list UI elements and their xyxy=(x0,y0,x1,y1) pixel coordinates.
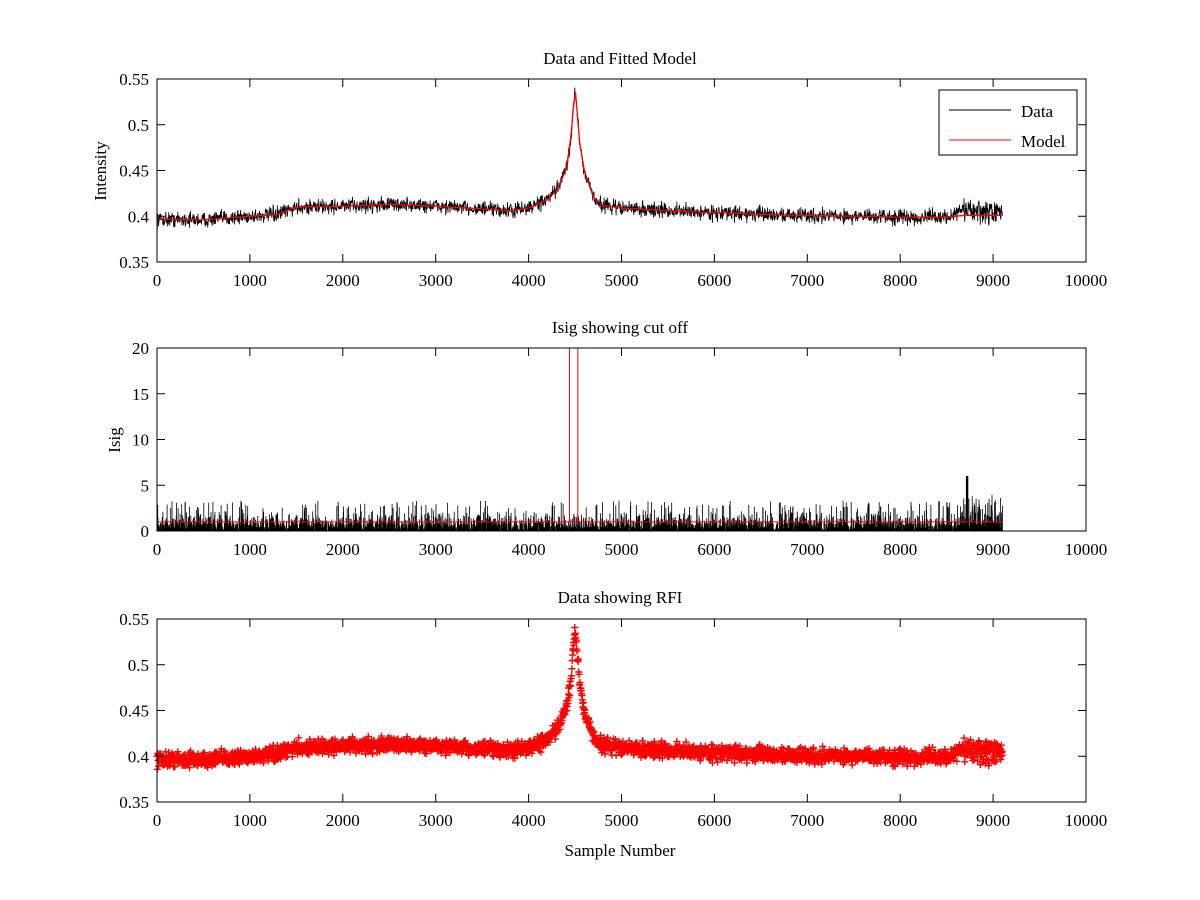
x-tick-label: 6000 xyxy=(697,540,731,559)
x-tick-label: 1000 xyxy=(233,811,267,830)
y-tick-label: 0.35 xyxy=(119,253,149,272)
x-tick-label: 1000 xyxy=(233,540,267,559)
chart-1-ticks: 0 1000 2000 3000 4000 5000 6000 7000 8000 9000 100… xyxy=(119,70,1107,290)
chart-3-title: Data showing RFI xyxy=(558,588,683,607)
x-tick-label: 0 xyxy=(153,540,162,559)
x-tick-label: 7000 xyxy=(790,271,824,290)
y-tick-label: 0.5 xyxy=(128,656,149,675)
y-tick-label: 0.4 xyxy=(128,747,150,766)
x-tick-label: 5000 xyxy=(605,540,639,559)
x-tick-label: 10000 xyxy=(1065,271,1108,290)
chart-2-title: Isig showing cut off xyxy=(552,318,688,337)
cutoff-line xyxy=(157,348,1003,523)
y-tick-label: 0.45 xyxy=(119,702,149,721)
legend-model-label: Model xyxy=(1021,132,1066,151)
x-tick-label: 6000 xyxy=(697,811,731,830)
x-tick-label: 7000 xyxy=(790,540,824,559)
y-tick-label: 0.4 xyxy=(128,207,150,226)
x-tick-label: 1000 xyxy=(233,271,267,290)
y-tick-label: 15 xyxy=(132,385,149,404)
series-model-line xyxy=(157,92,1003,221)
x-tick-label: 9000 xyxy=(976,271,1010,290)
x-tick-label: 2000 xyxy=(326,540,360,559)
y-tick-label: 0.55 xyxy=(119,70,149,89)
y-tick-label: 20 xyxy=(132,339,149,358)
chart-1-ylabel: Intensity xyxy=(91,141,110,201)
x-tick-label: 3000 xyxy=(419,811,453,830)
x-tick-label: 5000 xyxy=(605,811,639,830)
y-tick-label: 0.55 xyxy=(119,610,149,629)
y-tick-label: 0.5 xyxy=(128,116,149,135)
chart-2-ticks: 0 1000 2000 3000 4000 5000 6000 7000 8000 9000 100… xyxy=(132,339,1107,559)
x-tick-label: 4000 xyxy=(512,271,546,290)
x-tick-label: 10000 xyxy=(1065,811,1108,830)
chart-1-plot-area xyxy=(156,87,1003,230)
x-tick-label: 6000 xyxy=(697,271,731,290)
x-tick-label: 9000 xyxy=(976,540,1010,559)
chart-3-ticks: 0 1000 2000 3000 4000 5000 6000 7000 8000 9000 100… xyxy=(119,610,1107,830)
x-tick-label: 3000 xyxy=(419,540,453,559)
chart-2-ylabel: Isig xyxy=(105,427,124,453)
x-tick-label: 2000 xyxy=(326,811,360,830)
x-tick-label: 10000 xyxy=(1065,540,1108,559)
x-tick-label: 0 xyxy=(153,271,162,290)
x-tick-label: 8000 xyxy=(883,811,917,830)
y-tick-label: 10 xyxy=(132,431,149,450)
chart-1-title: Data and Fitted Model xyxy=(543,49,697,68)
legend-data-label: Data xyxy=(1021,102,1054,121)
x-tick-label: 7000 xyxy=(790,811,824,830)
x-tick-label: 9000 xyxy=(976,811,1010,830)
y-tick-label: 0.45 xyxy=(119,162,149,181)
x-tick-label: 8000 xyxy=(883,540,917,559)
y-tick-label: 0.35 xyxy=(119,793,149,812)
x-tick-label: 2000 xyxy=(326,271,360,290)
x-tick-label: 5000 xyxy=(605,271,639,290)
x-tick-label: 4000 xyxy=(512,811,546,830)
chart-panel-3: Data showing RFI 0 1000 2000 3000 4000 5000 60… xyxy=(119,588,1107,860)
x-tick-label: 4000 xyxy=(512,540,546,559)
x-tick-label: 0 xyxy=(153,811,162,830)
chart-3-xlabel: Sample Number xyxy=(565,841,676,860)
y-tick-label: 5 xyxy=(141,476,150,495)
x-tick-label: 3000 xyxy=(419,271,453,290)
legend-box xyxy=(938,89,1078,156)
chart-panel-1: Data and Fitted Model Intensity 0 1000 200… xyxy=(91,49,1107,290)
chart-1-legend: Data Model xyxy=(938,89,1078,156)
y-tick-label: 0 xyxy=(141,522,150,541)
x-tick-label: 8000 xyxy=(883,271,917,290)
chart-panel-2: Isig showing cut off Isig 0 1000 2000 3000 4… xyxy=(105,318,1107,559)
